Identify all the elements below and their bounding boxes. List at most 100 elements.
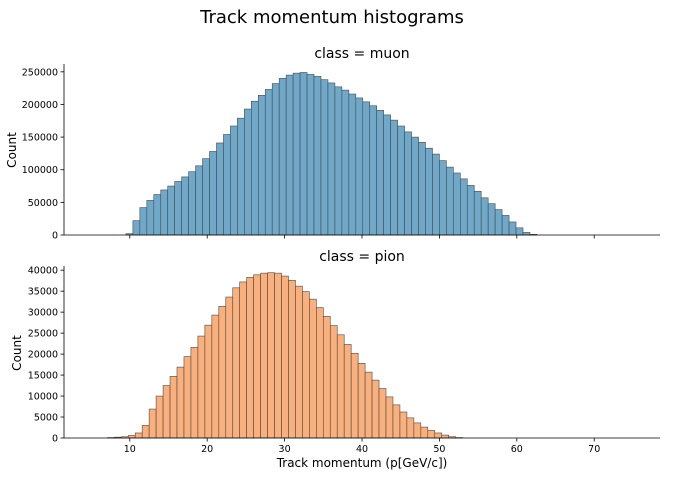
muon-bar	[487, 203, 496, 236]
muon-bar	[257, 95, 266, 236]
pion-y-tick-label: 20000	[28, 350, 58, 361]
muon-bar	[473, 190, 482, 236]
muon-y-tick-label: 0	[52, 231, 58, 242]
pion-bar	[267, 272, 275, 439]
muon-bar	[494, 209, 503, 236]
pion-bar	[211, 314, 220, 439]
pion-bar	[392, 404, 401, 439]
pion-bar	[295, 285, 303, 439]
pion-y-ticks: 0 5000 10000 15000 20000 25000 30000 35000 40000	[28, 266, 64, 445]
muon-bar	[390, 119, 398, 236]
muon-panel: class = muon Count 0 50000 100000 150000 200…	[5, 46, 660, 242]
muon-bar	[195, 165, 203, 236]
pion-x-ticks: 10 20 30 40 50 60 70	[124, 438, 600, 455]
muon-bar	[404, 131, 412, 236]
pion-x-tick-label: 50	[433, 444, 445, 455]
muon-bar	[167, 185, 175, 236]
muon-bar	[292, 72, 301, 236]
muon-bar	[313, 76, 322, 236]
pion-bar	[288, 279, 296, 439]
muon-y-axis-label: Count	[5, 132, 19, 168]
pion-bar	[218, 305, 227, 439]
muon-y-tick-label: 100000	[22, 165, 58, 176]
pion-y-tick-label: 5000	[34, 413, 58, 424]
muon-bar	[480, 197, 489, 236]
pion-bar	[134, 432, 143, 439]
muon-bar	[132, 220, 141, 236]
pion-y-tick-label: 30000	[28, 308, 58, 319]
pion-bar	[357, 363, 366, 439]
muon-bar	[209, 151, 217, 236]
muon-bar	[153, 194, 162, 236]
pion-bar	[225, 296, 234, 439]
muon-bar	[160, 189, 169, 236]
muon-y-tick-label: 250000	[22, 67, 58, 78]
muon-bar	[237, 117, 245, 236]
muon-bar	[439, 160, 447, 236]
pion-y-tick-label: 25000	[28, 329, 58, 340]
muon-bar	[459, 178, 468, 236]
pion-bar	[364, 371, 373, 439]
pion-bar	[343, 344, 352, 439]
pion-bar	[148, 408, 157, 439]
pion-y-tick-label: 15000	[28, 371, 58, 382]
pion-bar	[302, 291, 310, 439]
muon-bar	[397, 125, 405, 236]
pion-y-tick-label: 0	[52, 434, 58, 445]
muon-bar	[230, 125, 238, 236]
muon-y-tick-label: 50000	[28, 198, 58, 209]
pion-bar	[239, 281, 247, 439]
pion-bar	[253, 274, 261, 439]
muon-bar	[251, 100, 259, 236]
muon-bars	[125, 72, 538, 236]
muon-bar	[376, 110, 384, 236]
muon-bar	[432, 153, 440, 236]
muon-bar	[341, 89, 350, 236]
muon-bar	[216, 142, 224, 236]
pion-bar	[183, 356, 192, 439]
muon-bar	[425, 147, 433, 236]
pion-x-tick-label: 40	[356, 444, 368, 455]
muon-bar	[362, 101, 371, 236]
pion-bar	[371, 379, 380, 439]
pion-bar	[274, 272, 282, 439]
pion-bar	[441, 434, 449, 439]
pion-bar	[406, 417, 415, 439]
pion-bar	[427, 430, 436, 439]
muon-panel-title: class = muon	[314, 46, 409, 62]
pion-bar	[316, 307, 324, 439]
muon-bar	[418, 142, 426, 236]
pion-y-tick-label: 35000	[28, 287, 58, 298]
pion-bar	[309, 298, 317, 439]
muon-bar	[515, 227, 524, 236]
x-axis-label: Track momentum (p[GeV/c])	[276, 456, 448, 470]
pion-bar	[329, 325, 338, 439]
pion-bars	[107, 272, 463, 439]
pion-y-axis-label: Count	[10, 335, 24, 371]
muon-bar	[327, 82, 336, 236]
pion-bar	[246, 277, 254, 439]
muon-y-tick-label: 150000	[22, 133, 58, 144]
pion-bar	[420, 426, 429, 439]
pion-x-tick-label: 70	[588, 444, 600, 455]
muon-bar	[139, 207, 148, 236]
muon-bar	[411, 136, 419, 236]
muon-bar	[146, 200, 155, 236]
pion-y-tick-label: 10000	[28, 392, 58, 403]
pion-bar	[190, 347, 199, 439]
muon-bar	[355, 97, 364, 236]
pion-bar	[385, 396, 394, 439]
pion-bar	[204, 324, 213, 439]
muon-bar	[334, 86, 343, 236]
pion-bar	[413, 422, 422, 439]
muon-bar	[285, 74, 294, 236]
pion-x-tick-label: 30	[279, 444, 291, 455]
figure-title: Track momentum histograms	[199, 7, 464, 28]
muon-bar	[466, 185, 475, 236]
muon-bar	[446, 166, 454, 236]
pion-bar	[281, 275, 289, 439]
muon-bar	[299, 72, 308, 236]
pion-bar	[336, 334, 345, 439]
muon-bar	[264, 89, 273, 236]
